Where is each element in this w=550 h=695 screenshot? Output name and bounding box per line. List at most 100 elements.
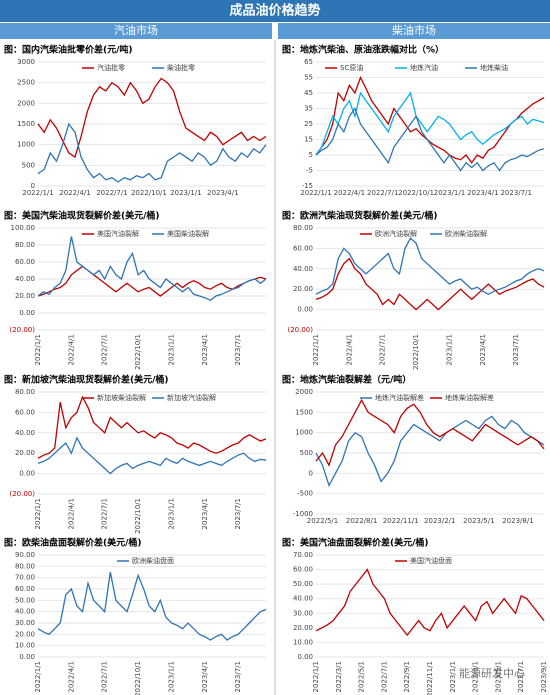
x-tick-label: 2022/5/1 (307, 517, 338, 525)
x-tick-label: 2023/5/1 (463, 517, 494, 525)
x-tick-label: 2023/1/1 (434, 189, 465, 197)
series-line (37, 436, 267, 475)
x-tick-label: 2023/8/1 (502, 517, 533, 525)
x-tick-label: 2023/2/1 (424, 517, 455, 525)
x-tick-label: 2023/1/1 (445, 334, 453, 365)
x-tick-label: 2023/4/1 (207, 189, 238, 197)
header-bar (0, 0, 550, 22)
x-tick-label: 2022/7/1 (379, 334, 387, 365)
legend-label: SC原油 (340, 63, 363, 72)
y-tick-label: 30.00 (15, 619, 35, 627)
x-tick-label: 2022/4/1 (59, 189, 90, 197)
legend-label: 地炼汽油裂解差 (375, 393, 424, 402)
x-tick-label: 2022/1/1 (312, 661, 320, 692)
x-tick-label: 2023/7/1 (234, 498, 242, 529)
chart-title: 图：欧洲汽柴油现货裂解价差(美元/桶) (282, 210, 438, 222)
y-tick-label: 2000 (295, 388, 313, 396)
x-tick-label: 2022/4/1 (345, 334, 353, 365)
series-line (315, 257, 545, 311)
x-tick-label: 2022/1/1 (34, 661, 42, 692)
x-tick-label: 2022/1/1 (22, 189, 53, 197)
x-tick-label: 2023/9/1 (540, 661, 548, 692)
series-line (37, 122, 267, 183)
legend-label: 美国汽油裂解 (97, 229, 139, 238)
x-tick-label: 2022/11/1 (383, 517, 419, 525)
x-tick-label: 2022/7/1 (101, 334, 109, 365)
legend-label: 新加坡柴油裂解 (97, 393, 146, 402)
y-tick-label: 10.00 (15, 642, 35, 650)
y-tick-label: 0.00 (297, 306, 313, 314)
x-tick-label: 2023/4/1 (201, 334, 209, 365)
y-tick-label: 80.00 (15, 562, 35, 570)
y-tick-label: 60.00 (293, 566, 313, 574)
chart-title: 图：新加坡汽柴油现货裂解价差(美元/桶) (4, 374, 169, 386)
y-tick-label: 0.00 (19, 309, 35, 317)
x-tick-label: 2023/1/1 (167, 334, 175, 365)
x-tick-label: 2022/1/1 (34, 334, 42, 365)
y-tick-label: 20.00 (15, 630, 35, 638)
chart-title: 图：地炼汽柴油裂解差（元/吨） (282, 374, 411, 386)
chart-title: 图：欧柴油盘面裂解价差(美元/桶) (4, 537, 142, 549)
y-tick-label: 20.00 (15, 292, 35, 300)
chart-title: 图：地炼汽柴油、原油涨跌幅对比（%） (282, 44, 444, 56)
left-section-title: 汽油市场 (114, 23, 158, 37)
y-tick-label: 3000 (17, 58, 35, 66)
series-line (315, 237, 545, 296)
legend-label: 美国柴油裂解 (167, 229, 209, 238)
y-tick-label: (20.00) (287, 326, 313, 334)
x-tick-label: 2023/7/1 (234, 334, 242, 365)
y-tick-label: 2500 (17, 79, 35, 87)
x-tick-label: 2022/8/1 (346, 517, 377, 525)
y-tick-label: (20.00) (9, 490, 35, 498)
series-line (37, 265, 267, 297)
legend-label: 新加坡汽油裂解 (167, 393, 216, 402)
chart-title: 图：国内汽柴油批零价差(元/吨) (4, 44, 133, 56)
y-tick-label: 500 (22, 161, 35, 169)
y-tick-label: 2000 (17, 99, 35, 107)
y-tick-label: 60.00 (15, 585, 35, 593)
y-tick-label: 5 (309, 151, 313, 159)
x-tick-label: 2022/7/1 (380, 661, 388, 692)
x-tick-label: 2022/9/1 (403, 661, 411, 692)
right-header (278, 23, 550, 39)
x-tick-label: 2023/7/1 (512, 334, 520, 365)
y-tick-label: 55 (304, 74, 313, 82)
x-tick-label: 2022/7/1 (367, 189, 398, 197)
y-tick-label: 45 (304, 89, 313, 97)
y-tick-label: 35 (304, 105, 313, 113)
chart-title: 图：美国汽柴油现货裂解价差(美元/桶) (4, 210, 160, 222)
x-tick-label: 2022/4/1 (67, 661, 75, 692)
y-tick-label: 0 (309, 469, 313, 477)
x-tick-label: 2022/11/1 (426, 661, 434, 695)
legend-label: 地炼柴油裂解差 (445, 393, 494, 402)
y-tick-label: 40.00 (15, 608, 35, 616)
x-tick-label: 2022/10/1 (398, 189, 434, 197)
x-tick-label: 2022/4/1 (67, 334, 75, 365)
y-tick-label: 80.00 (15, 388, 35, 396)
y-tick-label: 0.00 (19, 653, 35, 661)
chart-title: 图：美国汽油盘面裂解价差(美元/桶) (282, 537, 429, 549)
header-title: 成品油价格趋势 (229, 3, 320, 19)
y-tick-label: 70.00 (15, 574, 35, 582)
x-tick-label: 2022/10/1 (134, 498, 142, 534)
x-tick-label: 2023/4/1 (201, 661, 209, 692)
series-line (37, 571, 267, 641)
x-tick-label: 2023/3/1 (472, 661, 480, 692)
x-tick-label: 2023/4/1 (479, 334, 487, 365)
y-tick-label: 50.00 (293, 580, 313, 588)
series-line (315, 91, 545, 156)
y-tick-label: 80.00 (293, 224, 313, 232)
series-line (37, 236, 267, 302)
y-tick-label: 500 (300, 449, 313, 457)
y-tick-label: 60.00 (293, 244, 313, 252)
y-tick-label: 70.00 (293, 551, 313, 559)
y-tick-label: 0.00 (297, 653, 313, 661)
y-tick-label: -1000 (293, 510, 313, 518)
legend-label: 欧洲柴油盘面 (132, 556, 174, 565)
y-tick-label: 80.00 (15, 241, 35, 249)
y-tick-label: 40.00 (293, 265, 313, 273)
legend-label: 地炼柴油 (480, 63, 508, 72)
x-tick-label: 2022/3/1 (335, 661, 343, 692)
x-tick-label: 2023/1/1 (167, 498, 175, 529)
